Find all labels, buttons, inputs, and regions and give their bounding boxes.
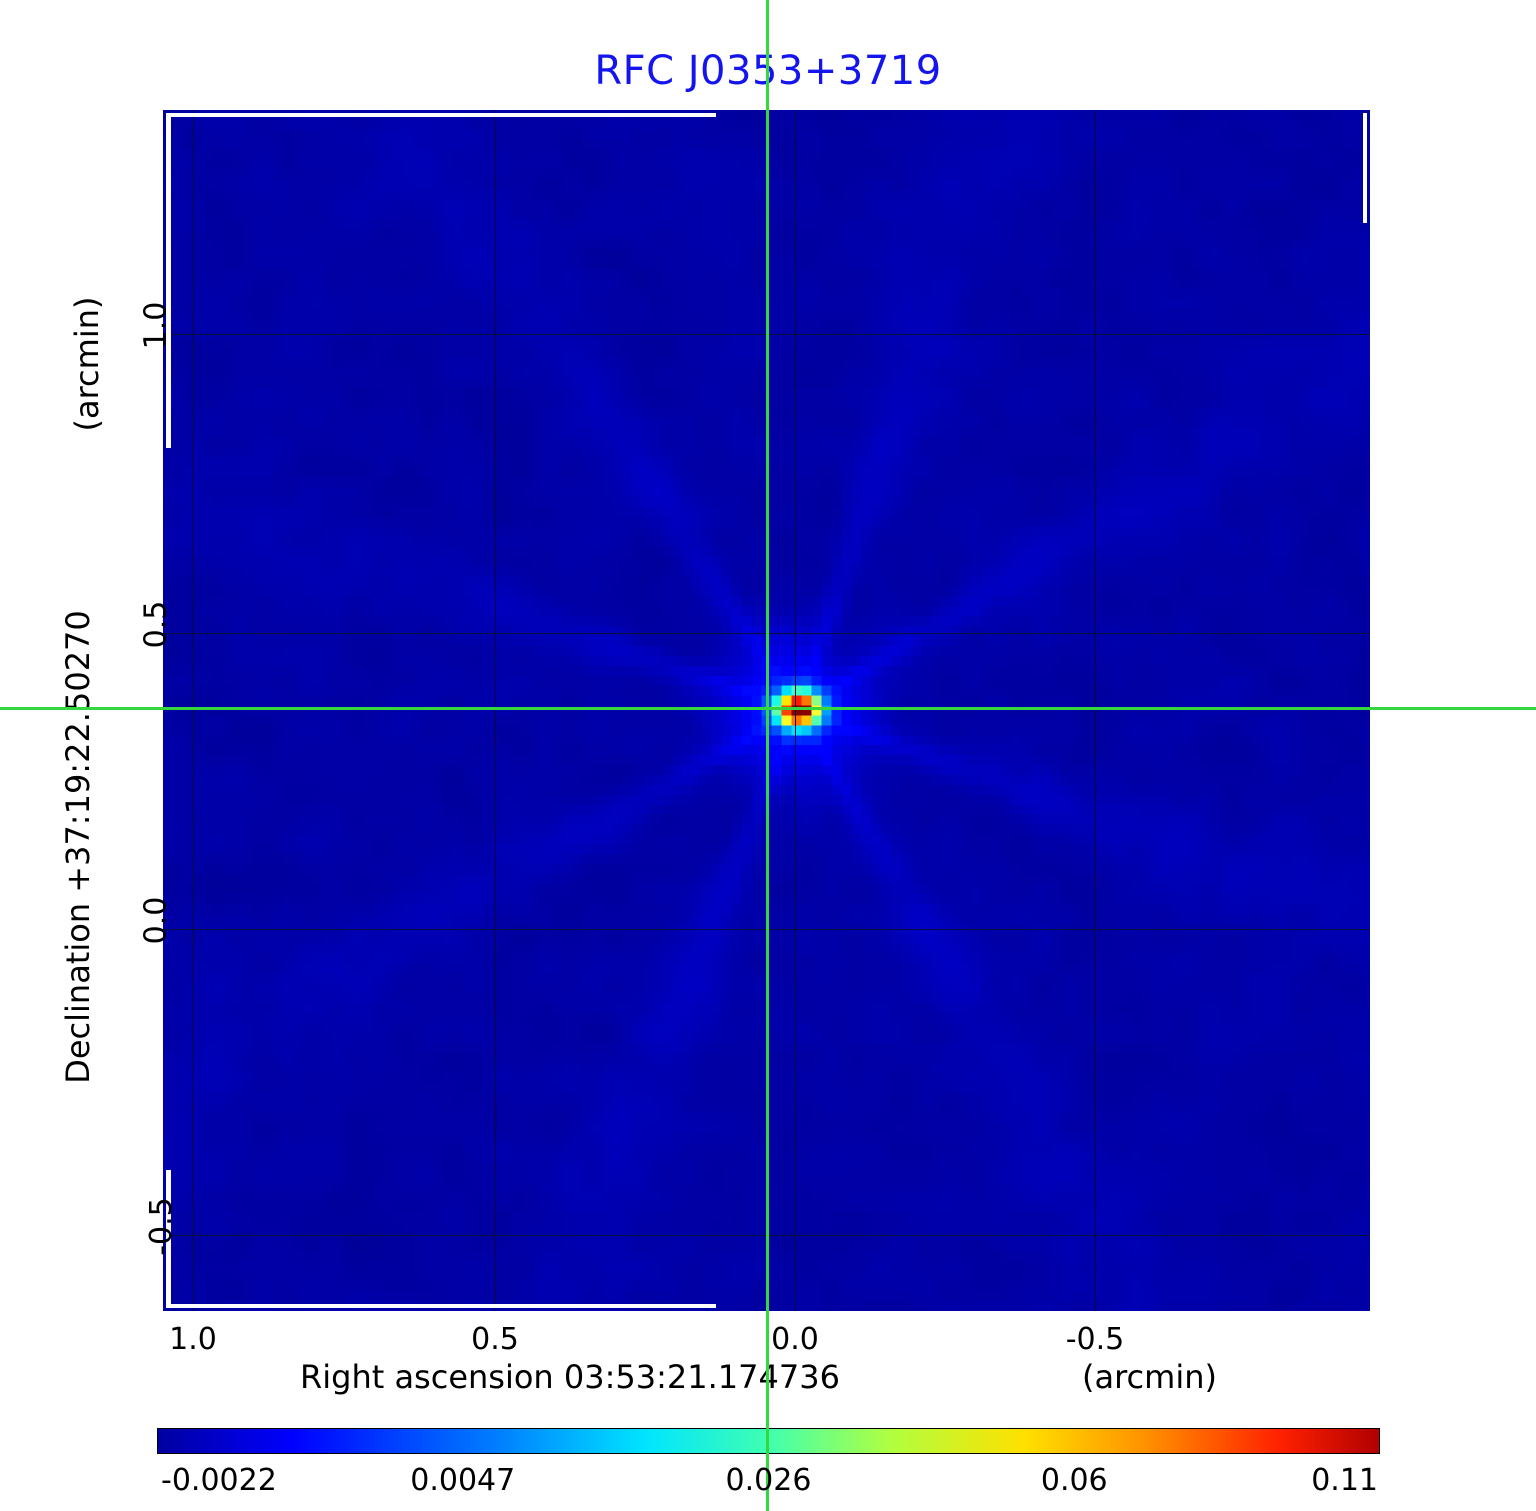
y-axis-unit: (arcmin) [68,296,106,432]
colorbar-tick-label: 0.0047 [410,1463,516,1498]
y-tick-label: -0.5 [143,1197,179,1256]
x-tick-label: 0.5 [471,1322,519,1357]
y-tick-label: 0.0 [138,896,174,945]
colorbar-tick-label: 0.06 [1040,1463,1108,1498]
x-tick-label: 0.0 [771,1322,819,1357]
crosshair-horizontal-line [0,707,1536,710]
y-tick-label: 1.0 [138,301,174,350]
colorbar-tick-label: -0.0022 [161,1463,277,1498]
x-axis-unit: (arcmin) [1082,1358,1217,1396]
x-tick-label: 1.0 [169,1322,217,1357]
colorbar-tick-label: 0.11 [1311,1463,1378,1498]
y-tick-label: 0.5 [138,600,174,649]
colorbar-tick-label: 0.026 [725,1463,812,1498]
crosshair-vertical-line [766,0,769,1511]
y-axis-label: Declination +37:19:22.50270 [59,610,97,1084]
x-tick-label: -0.5 [1065,1322,1125,1357]
x-axis-label: Right ascension 03:53:21.174736 [300,1358,840,1396]
